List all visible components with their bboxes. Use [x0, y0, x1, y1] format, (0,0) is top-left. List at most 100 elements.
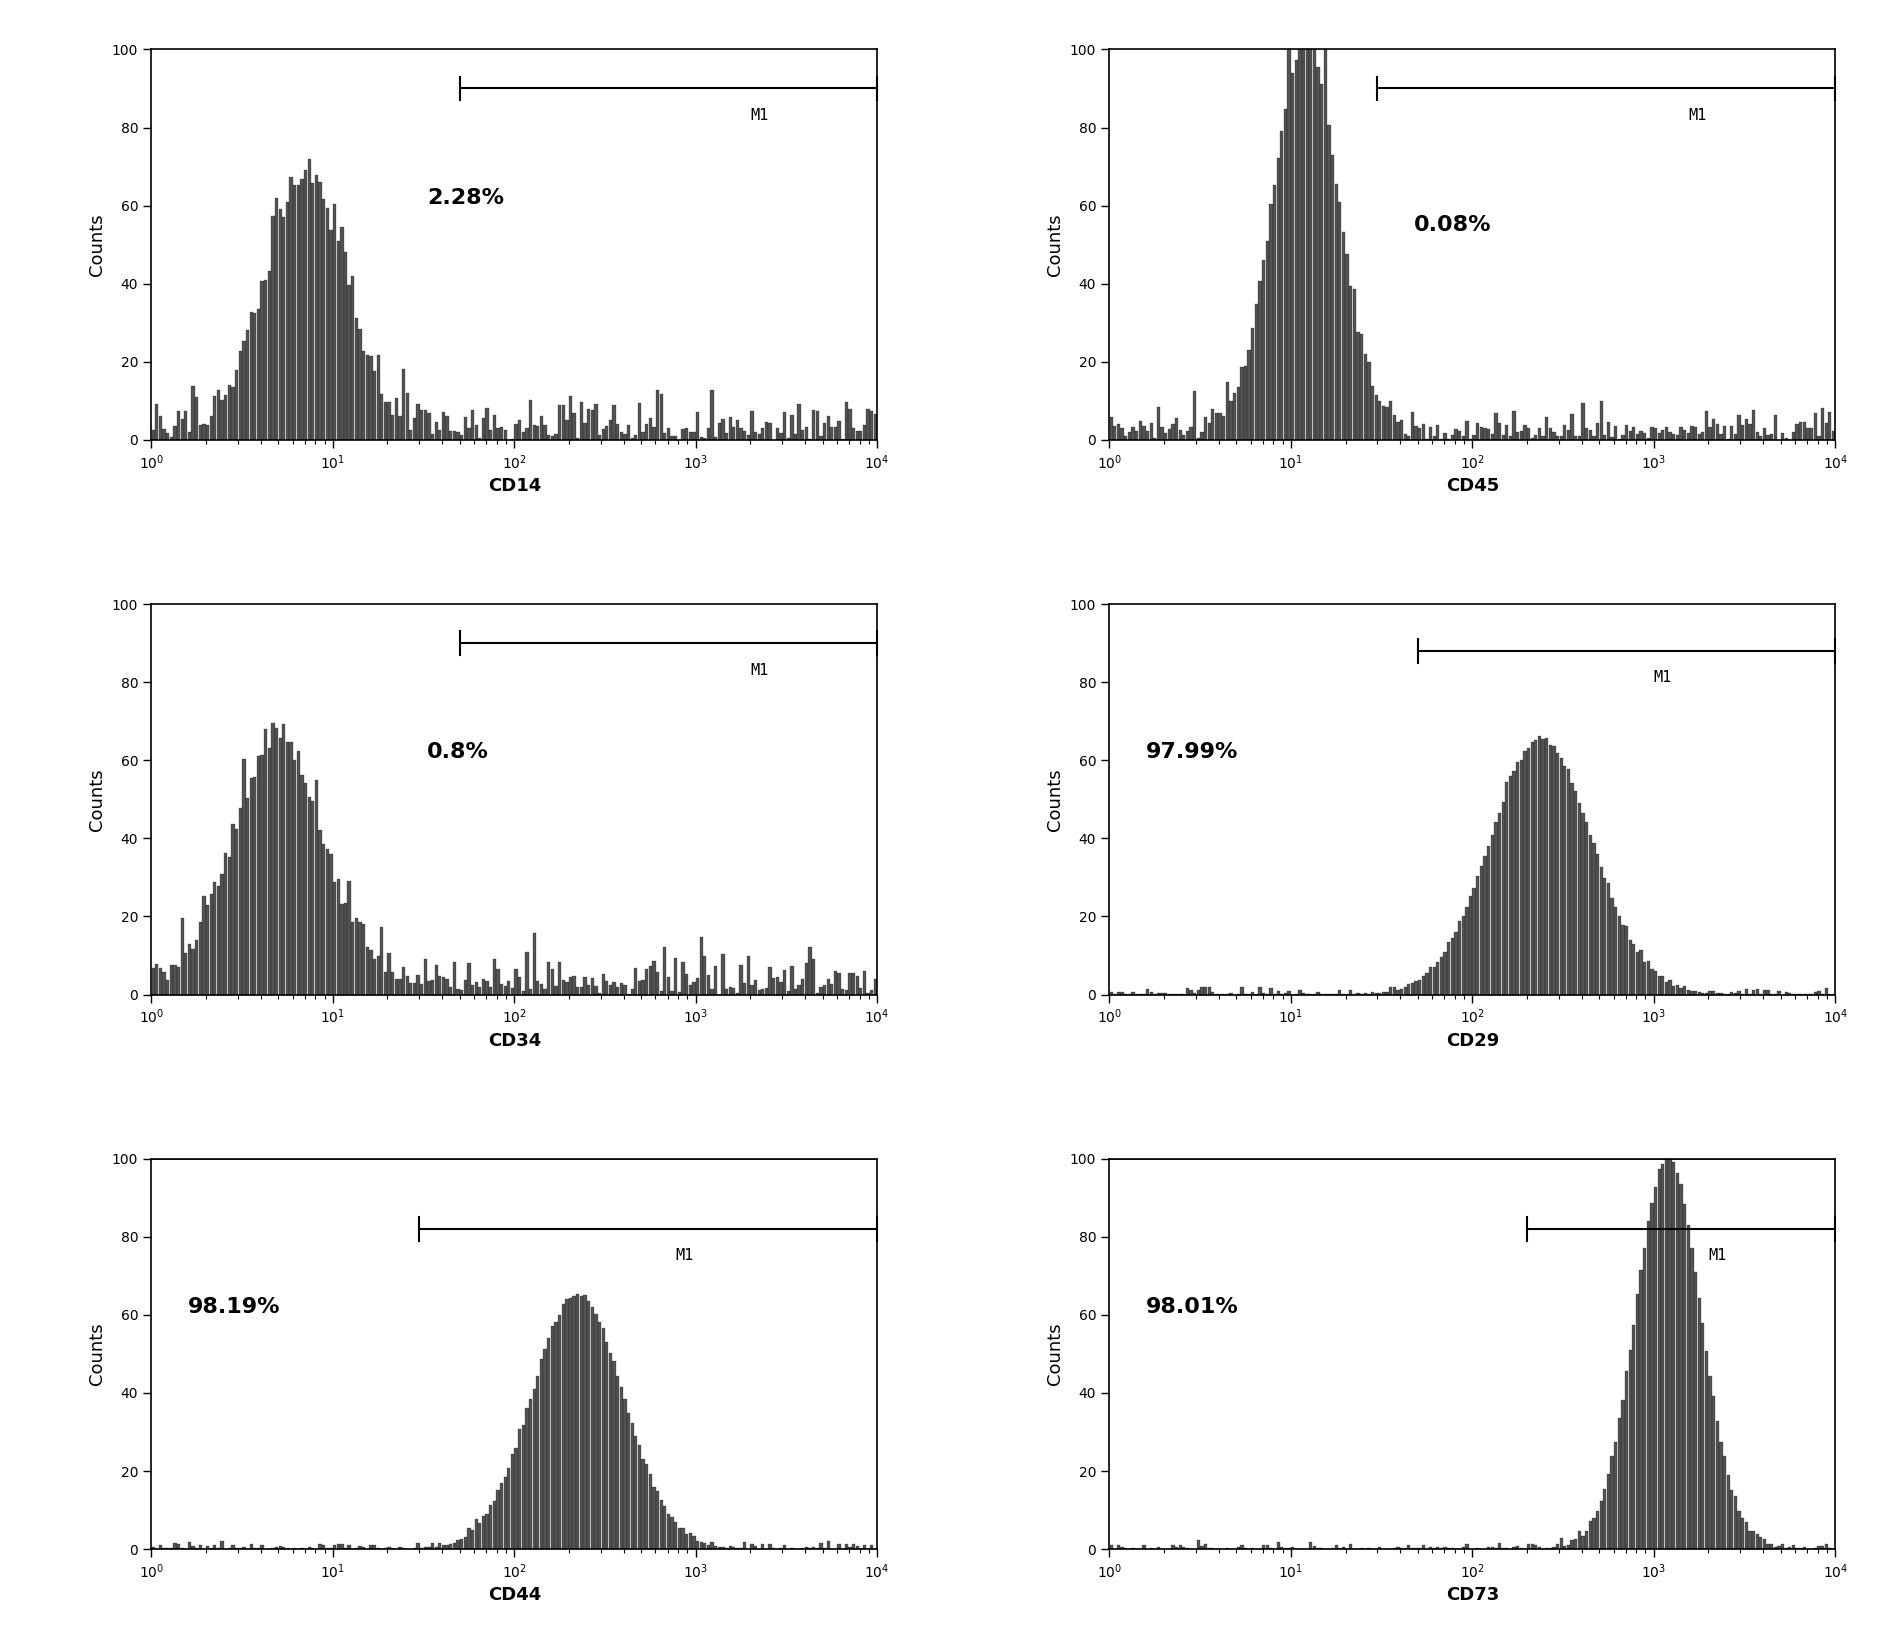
- Bar: [1603, 435, 1606, 440]
- Bar: [318, 1544, 322, 1549]
- Bar: [405, 394, 409, 440]
- Bar: [1629, 1350, 1631, 1549]
- Bar: [1625, 926, 1629, 994]
- Bar: [1669, 981, 1673, 994]
- Bar: [265, 728, 267, 994]
- Bar: [278, 1546, 282, 1549]
- Bar: [838, 1544, 840, 1549]
- Bar: [1716, 1421, 1720, 1549]
- Bar: [744, 432, 745, 440]
- Bar: [543, 425, 547, 440]
- Bar: [657, 391, 658, 440]
- Bar: [664, 1506, 666, 1549]
- Bar: [768, 967, 772, 994]
- Bar: [1230, 400, 1232, 440]
- Bar: [1411, 412, 1413, 440]
- Bar: [412, 984, 416, 994]
- Bar: [621, 432, 622, 440]
- Bar: [1150, 992, 1152, 994]
- Bar: [206, 425, 210, 440]
- Bar: [562, 981, 566, 994]
- Bar: [804, 1547, 808, 1549]
- Text: M1: M1: [1708, 1249, 1727, 1264]
- Bar: [863, 1546, 867, 1549]
- Bar: [577, 987, 579, 994]
- Bar: [1538, 428, 1542, 440]
- Bar: [159, 417, 163, 440]
- Bar: [1676, 986, 1678, 994]
- Bar: [452, 1543, 456, 1549]
- Bar: [221, 399, 223, 440]
- Bar: [322, 844, 325, 994]
- Bar: [728, 417, 732, 440]
- Bar: [1495, 414, 1498, 440]
- Bar: [151, 1547, 155, 1549]
- Bar: [435, 422, 437, 440]
- Bar: [613, 982, 615, 994]
- Bar: [1393, 987, 1396, 994]
- Bar: [530, 1399, 532, 1549]
- Bar: [361, 925, 365, 994]
- Y-axis label: Counts: Counts: [89, 768, 106, 831]
- Bar: [238, 351, 242, 440]
- Bar: [598, 435, 602, 440]
- Bar: [819, 437, 823, 440]
- Bar: [1251, 992, 1254, 994]
- Bar: [543, 1348, 547, 1549]
- Bar: [573, 976, 575, 994]
- Bar: [329, 231, 333, 440]
- Bar: [1531, 438, 1534, 440]
- Bar: [199, 425, 202, 440]
- Bar: [855, 432, 859, 440]
- Bar: [492, 415, 496, 440]
- Bar: [522, 432, 524, 440]
- Bar: [178, 967, 180, 994]
- Bar: [507, 982, 511, 994]
- Bar: [1451, 435, 1453, 440]
- Bar: [1506, 425, 1508, 440]
- Bar: [874, 979, 878, 994]
- Bar: [1281, 130, 1283, 440]
- Bar: [717, 424, 721, 440]
- Bar: [530, 989, 532, 994]
- Text: M1: M1: [1654, 671, 1673, 686]
- Bar: [602, 974, 605, 994]
- Bar: [547, 962, 551, 994]
- Bar: [1483, 855, 1487, 994]
- Bar: [1690, 1248, 1693, 1549]
- Bar: [352, 921, 354, 994]
- Bar: [1440, 957, 1444, 994]
- Bar: [1567, 1544, 1570, 1549]
- Bar: [218, 391, 219, 440]
- Bar: [289, 742, 293, 994]
- Bar: [1447, 943, 1451, 994]
- Bar: [1737, 990, 1741, 994]
- Bar: [1788, 992, 1792, 994]
- Bar: [710, 391, 713, 440]
- Bar: [1570, 1539, 1574, 1549]
- Bar: [827, 1541, 831, 1549]
- Bar: [467, 1528, 471, 1549]
- Bar: [314, 175, 318, 440]
- Bar: [1550, 428, 1551, 440]
- Bar: [638, 402, 641, 440]
- Bar: [1330, 155, 1334, 440]
- Bar: [753, 981, 757, 994]
- Bar: [227, 857, 231, 994]
- Bar: [488, 430, 492, 440]
- Bar: [325, 849, 329, 994]
- Bar: [322, 1544, 325, 1549]
- Bar: [1218, 412, 1222, 440]
- Bar: [681, 428, 685, 440]
- Bar: [1487, 845, 1491, 994]
- Bar: [526, 951, 528, 994]
- Bar: [870, 410, 874, 440]
- Bar: [1744, 419, 1748, 440]
- Bar: [1519, 432, 1523, 440]
- Bar: [1589, 430, 1591, 440]
- Bar: [1816, 437, 1820, 440]
- Bar: [1578, 803, 1582, 994]
- Bar: [787, 992, 789, 994]
- Bar: [685, 428, 689, 440]
- Bar: [250, 311, 254, 440]
